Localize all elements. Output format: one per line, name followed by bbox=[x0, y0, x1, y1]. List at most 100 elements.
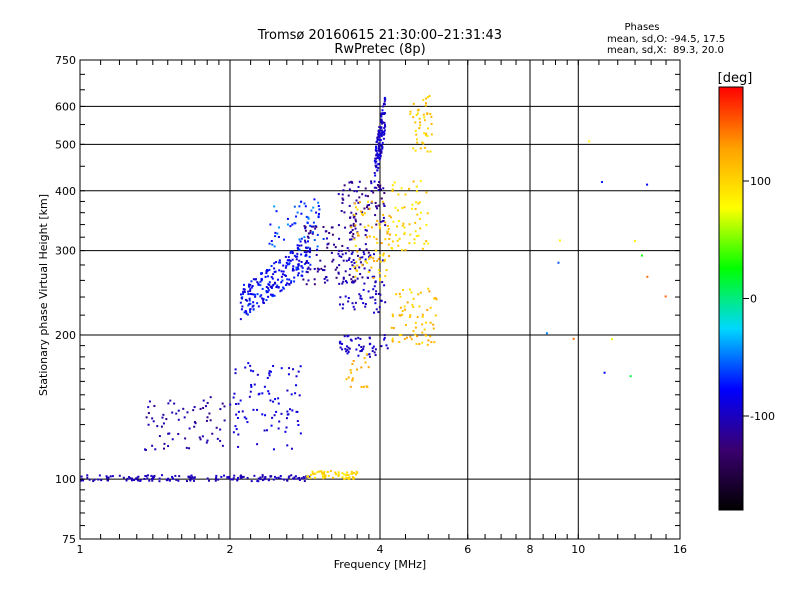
data-point bbox=[356, 234, 359, 237]
data-point bbox=[201, 435, 204, 438]
data-point bbox=[374, 281, 377, 284]
data-point bbox=[370, 201, 373, 204]
data-point bbox=[350, 371, 353, 374]
data-point bbox=[390, 326, 393, 329]
data-point bbox=[297, 263, 300, 266]
data-point bbox=[273, 294, 276, 297]
data-point bbox=[396, 239, 399, 242]
data-point bbox=[206, 439, 209, 442]
data-point bbox=[241, 476, 244, 479]
data-point bbox=[380, 112, 383, 115]
data-point bbox=[429, 335, 432, 338]
data-point bbox=[274, 475, 277, 478]
data-point bbox=[220, 475, 223, 478]
data-point bbox=[415, 190, 418, 193]
data-point bbox=[432, 327, 435, 330]
data-point bbox=[404, 324, 407, 327]
data-point bbox=[362, 302, 365, 305]
data-point bbox=[271, 295, 274, 298]
data-point bbox=[414, 221, 417, 224]
data-point bbox=[270, 264, 273, 267]
data-point bbox=[409, 314, 412, 317]
data-point bbox=[320, 470, 323, 473]
data-point bbox=[367, 207, 370, 210]
x-tick-label: 16 bbox=[673, 543, 687, 556]
x-tick-label: 1 bbox=[77, 543, 84, 556]
data-point bbox=[350, 252, 353, 255]
data-point bbox=[426, 343, 429, 346]
data-point bbox=[234, 425, 237, 428]
data-point bbox=[398, 292, 401, 295]
data-point bbox=[378, 306, 381, 309]
data-point bbox=[316, 267, 319, 270]
data-point bbox=[273, 414, 276, 417]
data-point bbox=[242, 288, 245, 291]
data-point bbox=[430, 133, 433, 136]
data-point bbox=[298, 248, 301, 251]
data-point bbox=[171, 438, 174, 441]
data-point bbox=[353, 280, 356, 283]
data-point bbox=[167, 445, 170, 448]
data-point bbox=[354, 220, 357, 223]
data-point bbox=[283, 238, 286, 241]
data-point bbox=[349, 238, 352, 241]
data-point bbox=[342, 259, 345, 262]
data-point bbox=[245, 417, 248, 420]
data-point bbox=[423, 119, 426, 122]
data-point bbox=[347, 350, 350, 353]
data-point bbox=[315, 253, 318, 256]
data-point bbox=[403, 226, 406, 229]
data-point bbox=[351, 235, 354, 238]
data-point bbox=[242, 292, 245, 295]
data-point bbox=[352, 216, 355, 219]
data-point bbox=[337, 193, 340, 196]
data-point bbox=[249, 283, 252, 286]
data-point bbox=[364, 258, 367, 261]
data-point bbox=[133, 479, 136, 482]
data-point bbox=[370, 182, 373, 185]
data-point bbox=[415, 114, 418, 117]
data-point bbox=[351, 264, 354, 267]
data-point bbox=[429, 306, 432, 309]
data-point bbox=[279, 475, 282, 478]
data-point bbox=[145, 475, 148, 478]
data-point bbox=[293, 254, 296, 257]
data-point bbox=[169, 399, 172, 402]
data-point bbox=[379, 134, 382, 137]
data-point bbox=[353, 261, 356, 264]
data-point bbox=[415, 235, 418, 238]
data-point bbox=[361, 264, 364, 267]
data-point bbox=[629, 375, 632, 378]
data-point bbox=[325, 275, 328, 278]
data-point bbox=[287, 263, 290, 266]
data-point bbox=[276, 232, 279, 235]
data-point bbox=[233, 392, 236, 395]
data-point bbox=[355, 368, 358, 371]
data-point bbox=[270, 240, 273, 243]
data-point bbox=[419, 147, 422, 150]
data-point bbox=[237, 445, 240, 448]
data-point bbox=[219, 408, 222, 411]
data-point bbox=[358, 180, 361, 183]
data-point bbox=[175, 412, 178, 415]
data-point bbox=[251, 293, 254, 296]
data-point bbox=[375, 147, 378, 150]
data-point bbox=[338, 303, 341, 306]
data-point bbox=[362, 347, 365, 350]
data-point bbox=[216, 437, 219, 440]
data-point bbox=[377, 257, 380, 260]
data-point bbox=[367, 195, 370, 198]
data-point bbox=[163, 442, 166, 445]
data-point bbox=[199, 438, 202, 441]
data-point bbox=[386, 224, 389, 227]
data-point bbox=[148, 400, 151, 403]
data-point bbox=[396, 225, 399, 228]
data-point bbox=[545, 332, 548, 335]
data-point bbox=[419, 124, 422, 127]
data-point bbox=[382, 103, 385, 106]
data-point bbox=[360, 366, 363, 369]
data-point bbox=[418, 127, 421, 130]
data-point bbox=[299, 240, 302, 243]
y-tick-label: 600 bbox=[55, 100, 76, 113]
data-point bbox=[193, 406, 196, 409]
